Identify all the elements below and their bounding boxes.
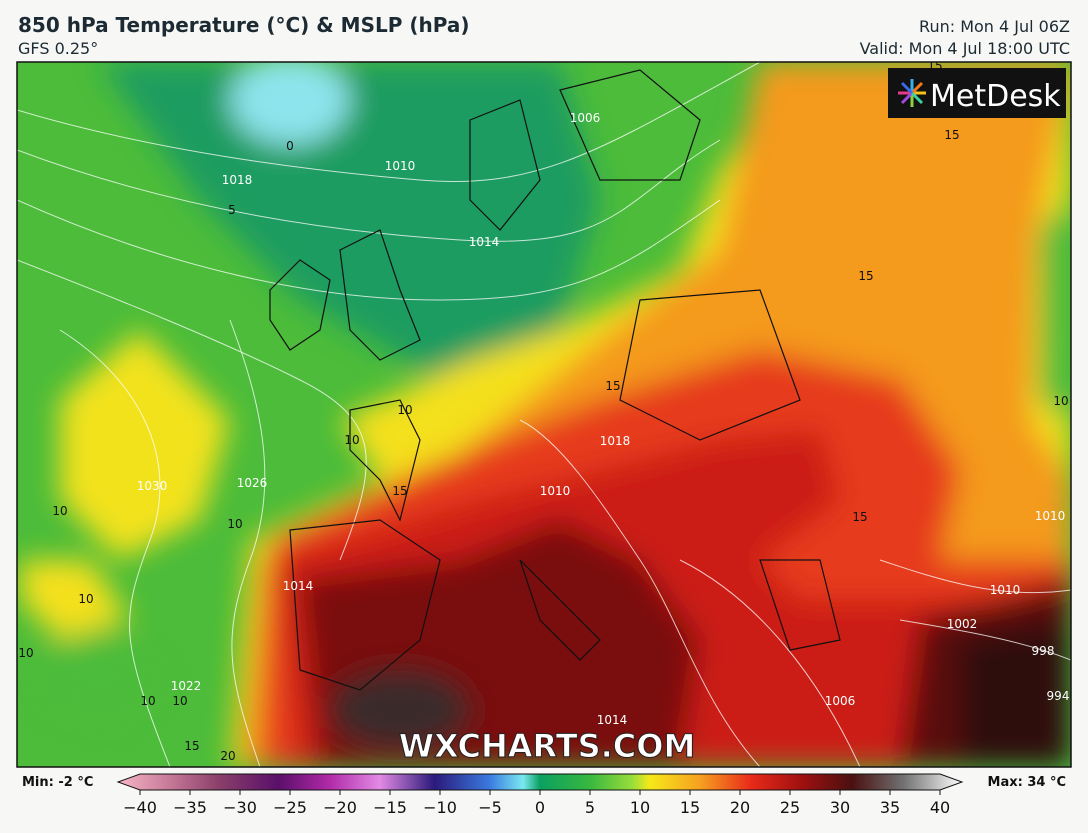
colorbar-tick-label: 5 [585,798,595,817]
contour-label: 1030 [137,479,168,493]
contour-label: 5 [228,203,236,217]
chart-title: 850 hPa Temperature (°C) & MSLP (hPa) [18,13,469,37]
contour-label: 10 [52,504,67,518]
contour-label: 1006 [570,111,601,125]
contour-label: 1014 [597,713,628,727]
contour-label: 10 [18,646,33,660]
contour-label: 15 [852,510,867,524]
contour-label: 10 [172,694,187,708]
colorbar-tick-label: −25 [273,798,307,817]
colorbar-tick-label: −10 [423,798,457,817]
contour-label: 15 [392,484,407,498]
contour-label: 0 [286,139,294,153]
colorbar-tick-label: −35 [173,798,207,817]
colorbar-tick-label: 35 [880,798,900,817]
contour-label: 10 [140,694,155,708]
colorbar-tick-label: 20 [730,798,750,817]
contour-label: 10 [1053,394,1068,408]
contour-label: 1010 [540,484,571,498]
legend-max: Max: 34 °C [988,775,1066,790]
valid-time: Valid: Mon 4 Jul 18:00 UTC [860,39,1070,58]
contour-label: 998 [1032,644,1055,658]
contour-label: 1006 [825,694,856,708]
map-frame [16,61,1072,768]
contour-label: 1002 [947,617,978,631]
colorbar [116,773,964,791]
contour-label: 10 [397,403,412,417]
contour-label: 1022 [171,679,202,693]
contour-label: 1018 [222,173,253,187]
colorbar-tick-label: 15 [680,798,700,817]
contour-label: 1018 [600,434,631,448]
colorbar-tick-label: 40 [930,798,950,817]
contour-label: 10 [78,592,93,606]
contour-label: 1010 [990,583,1021,597]
contour-label: 15 [927,59,942,73]
colorbar-tick-label: 0 [535,798,545,817]
model-name: GFS 0.25° [18,39,98,58]
colorbar-tick-label: −40 [123,798,157,817]
contour-label: 15 [944,128,959,142]
contour-label: 15 [858,269,873,283]
contour-label: 1010 [385,159,416,173]
contour-label: 10 [227,517,242,531]
contour-label: 1014 [283,579,314,593]
colorbar-tick-label: 25 [780,798,800,817]
contour-label: 10 [344,433,359,447]
watermark: WXCHARTS.COM [399,727,696,765]
legend-min: Min: -2 °C [22,775,93,790]
contour-label: 1010 [1035,509,1066,523]
contour-label: 1014 [469,235,500,249]
colorbar-tick-label: 10 [630,798,650,817]
colorbar-tick-label: −15 [373,798,407,817]
contour-label: 15 [184,739,199,753]
colorbar-tick-label: −20 [323,798,357,817]
colorbar-tick-label: −30 [223,798,257,817]
contour-label: 1026 [237,476,268,490]
colorbar-tick-label: 30 [830,798,850,817]
contour-label: 15 [605,379,620,393]
contour-label: 994 [1047,689,1070,703]
colorbar-ticks: −40 −35 −30 −25 −20 −15 −10 −5 0 5 10 15 20 25 30 35 40 [123,790,950,817]
run-time: Run: Mon 4 Jul 06Z [919,17,1070,36]
logo-mark [898,79,926,107]
logo: MetDesk [930,79,1061,114]
contour-label: 20 [220,749,235,763]
colorbar-tick-label: −5 [478,798,502,817]
